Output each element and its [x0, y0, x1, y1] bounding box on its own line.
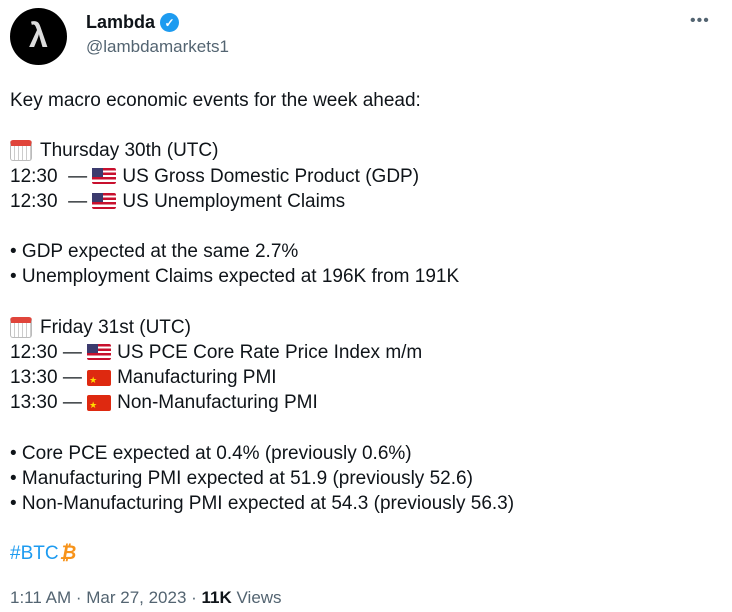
tweet-text: Key macro economic events for the week a… — [10, 88, 514, 567]
views-count: 11K — [201, 588, 232, 607]
china-flag-icon — [87, 368, 112, 393]
us-flag-icon — [92, 193, 117, 210]
calendar-icon — [10, 140, 32, 162]
day-heading: Thursday 30th (UTC) — [10, 138, 514, 163]
bitcoin-icon: ₿ — [59, 543, 77, 565]
event-name: US PCE Core Rate Price Index m/m — [117, 341, 423, 363]
forecast-note: • Core PCE expected at 0.4% (previously … — [10, 442, 412, 464]
event-time: 13:30 — — [10, 392, 88, 414]
author-name[interactable]: Lambda — [86, 12, 156, 32]
event-name: Non-Manufacturing PMI — [117, 392, 318, 414]
views-label: Views — [236, 588, 282, 607]
tweet-meta: 1:11 AM · Mar 27, 2023 · 11K Views — [10, 588, 282, 607]
event-row: 13:30 — Non-Manufacturing PMI — [10, 390, 514, 418]
hashtag-link[interactable]: #BTC — [10, 543, 59, 565]
event-name: US Gross Domestic Product (GDP) — [122, 165, 420, 187]
forecast-note: • Unemployment Claims expected at 196K f… — [10, 266, 460, 288]
event-row: 12:30 — US Gross Domestic Product (GDP) — [10, 164, 514, 189]
forecast-note: • Non-Manufacturing PMI expected at 54.3… — [10, 493, 515, 514]
event-time: 12:30 — — [10, 190, 93, 212]
author-name-row[interactable]: Lambda ✓ — [86, 12, 180, 33]
event-row: 12:30 — US PCE Core Rate Price Index m/m — [10, 340, 514, 365]
calendar-icon — [10, 316, 32, 338]
tweet-date[interactable]: Mar 27, 2023 — [86, 588, 187, 607]
day-heading: Friday 31st (UTC) — [10, 315, 514, 340]
forecast-note: • GDP expected at the same 2.7% — [10, 241, 299, 263]
event-row: 13:30 — Manufacturing PMI — [10, 365, 514, 393]
us-flag-icon — [87, 344, 112, 361]
hashtag-row: #BTC ₿ — [10, 541, 514, 566]
event-time: 12:30 — — [10, 341, 88, 363]
more-options-icon[interactable]: ••• — [690, 12, 710, 29]
author-handle[interactable]: @lambdamarkets1 — [86, 37, 229, 56]
event-name: US Unemployment Claims — [122, 190, 346, 212]
event-time: 13:30 — — [10, 367, 88, 389]
event-time: 12:30 — — [10, 165, 93, 187]
day-title: Friday 31st (UTC) — [40, 316, 191, 338]
us-flag-icon — [92, 168, 117, 185]
china-flag-icon — [87, 393, 112, 418]
avatar-logo: λ — [29, 17, 48, 55]
intro-text: Key macro economic events for the week a… — [10, 90, 421, 111]
forecast-note: • Manufacturing PMI expected at 51.9 (pr… — [10, 467, 473, 489]
tweet-time[interactable]: 1:11 AM — [10, 588, 72, 607]
event-name: Manufacturing PMI — [117, 367, 277, 389]
event-row: 12:30 — US Unemployment Claims — [10, 189, 514, 214]
day-title: Thursday 30th (UTC) — [40, 140, 219, 162]
verified-badge-icon: ✓ — [160, 13, 180, 32]
avatar[interactable]: λ — [10, 8, 67, 65]
